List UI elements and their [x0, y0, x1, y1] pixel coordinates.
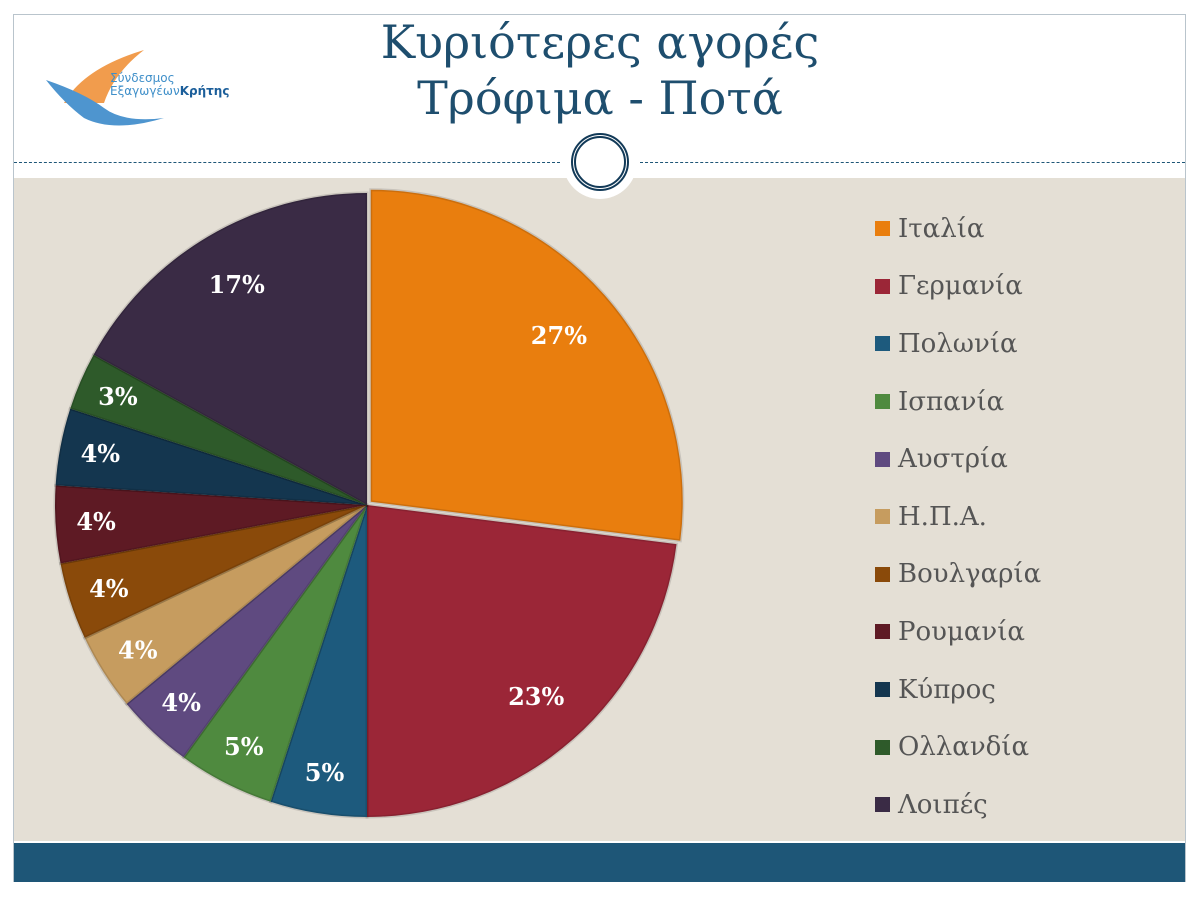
legend-item: Ολλανδία	[875, 718, 1041, 776]
data-label-5: 4%	[118, 635, 158, 664]
data-label-7: 4%	[76, 507, 116, 536]
logo-text-2b: Κρήτης	[179, 84, 230, 98]
legend-label: Η.Π.Α.	[898, 501, 987, 532]
legend-swatch	[875, 624, 890, 640]
data-label-9: 3%	[98, 382, 138, 411]
legend-swatch	[875, 278, 890, 294]
legend-label: Βουλγαρία	[898, 559, 1042, 590]
data-label-0: 27%	[531, 321, 587, 350]
legend-swatch	[875, 394, 890, 410]
legend-label: Ολλανδία	[898, 732, 1030, 763]
logo: Σύνδεσμος ΕξαγωγέωνΚρήτης	[44, 48, 264, 128]
data-label-6: 4%	[89, 574, 129, 603]
pie-slice-3	[181, 504, 369, 804]
title-line-2: Τρόφιμα - Ποτά	[417, 71, 783, 125]
data-label-1: 23%	[508, 682, 564, 711]
legend-label: Κύπρος	[898, 674, 996, 705]
legend-swatch	[875, 739, 890, 755]
legend-label: Αυστρία	[898, 444, 1008, 475]
pie-slice-5	[82, 503, 368, 706]
data-label-3: 5%	[224, 732, 264, 761]
legend-label: Ιταλία	[898, 213, 985, 244]
logo-text-1: Σύνδεσμος	[110, 71, 175, 85]
legend-item: Πολωνία	[875, 315, 1041, 373]
divider-left	[14, 162, 560, 163]
legend-item: Κύπρος	[875, 661, 1041, 719]
legend-item: Ιταλία	[875, 200, 1041, 258]
pie-slice-6	[58, 503, 368, 640]
circle-ornament	[563, 125, 637, 199]
legend-item: Αυστρία	[875, 430, 1041, 488]
data-label-4: 4%	[161, 688, 201, 717]
footer-band	[14, 843, 1185, 882]
legend-label: Ρουμανία	[898, 616, 1025, 647]
data-label-8: 4%	[81, 439, 121, 468]
legend-swatch	[875, 682, 890, 698]
legend-swatch	[875, 509, 890, 525]
chart-legend: Ιταλία Γερμανία Πολωνία Ισπανία Αυστρία Η.Π.Α…	[875, 200, 1041, 834]
pie-slice-1	[365, 503, 679, 819]
legend-item: Η.Π.Α.	[875, 488, 1041, 546]
logo-text-2a: Εξαγωγέων	[110, 84, 180, 98]
legend-swatch	[875, 797, 890, 813]
pie-slice-9	[68, 352, 368, 507]
title-line-1: Κυριότερες αγορές	[380, 15, 820, 69]
divider-right	[640, 162, 1185, 163]
data-label-2: 5%	[305, 758, 345, 787]
legend-swatch	[875, 451, 890, 467]
pie-slice-10	[91, 191, 369, 508]
pie-slice-0	[369, 188, 685, 543]
legend-item: Γερμανία	[875, 258, 1041, 316]
pie-slice-7	[53, 483, 368, 566]
legend-item: Λοιπές	[875, 776, 1041, 834]
legend-label: Ισπανία	[898, 386, 1005, 417]
data-label-10: 17%	[209, 270, 265, 299]
legend-swatch	[875, 221, 890, 237]
pie-slice-4	[124, 503, 369, 760]
logo-swoosh-icon	[46, 50, 164, 126]
page-title: Κυριότερες αγορές Τρόφιμα - Ποτά	[300, 14, 900, 126]
pie-slice-2	[268, 504, 369, 819]
legend-item: Ισπανία	[875, 373, 1041, 431]
pie-slice-8	[54, 406, 368, 507]
legend-swatch	[875, 336, 890, 352]
legend-label: Λοιπές	[898, 789, 988, 820]
legend-item: Βουλγαρία	[875, 546, 1041, 604]
legend-swatch	[875, 566, 890, 582]
legend-label: Πολωνία	[898, 328, 1018, 359]
legend-item: Ρουμανία	[875, 603, 1041, 661]
legend-label: Γερμανία	[898, 271, 1023, 302]
